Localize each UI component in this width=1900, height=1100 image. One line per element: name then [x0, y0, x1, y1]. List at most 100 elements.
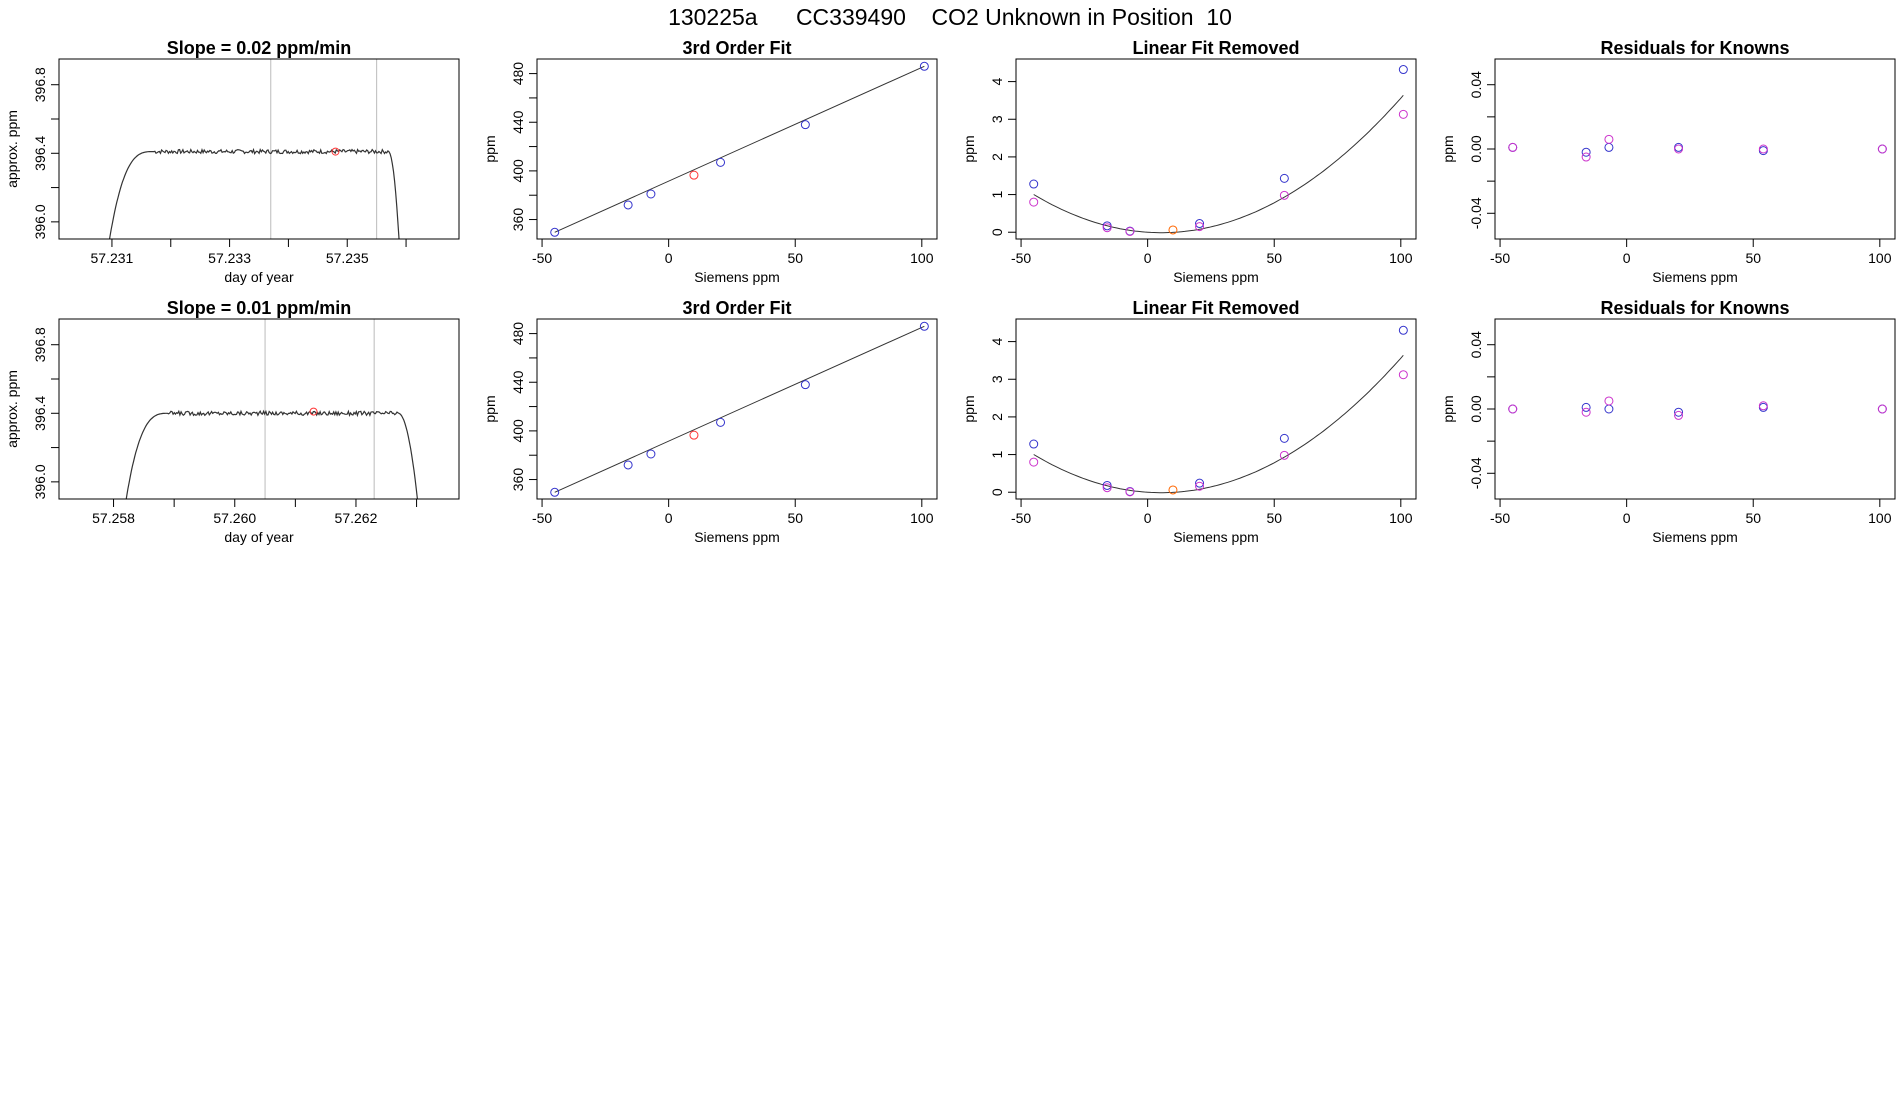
y-tick-label: 440: [510, 110, 526, 134]
y-tick-label: 396.4: [32, 136, 48, 171]
y-tick-label: 0.04: [1468, 71, 1484, 98]
known-point: [646, 189, 656, 199]
unknown-mean-marker: [309, 407, 318, 416]
y-axis-label: ppm: [482, 395, 498, 422]
fit-line: [554, 65, 925, 233]
known-point: [716, 417, 726, 427]
known-point: [623, 200, 633, 210]
y-tick-label: 0.04: [1468, 331, 1484, 358]
x-tick-label: 0: [1144, 250, 1152, 266]
plot-frame: [536, 318, 938, 500]
x-tick-label: 50: [1745, 250, 1761, 266]
known-point: [1279, 433, 1289, 443]
x-tick-label: 100: [1868, 250, 1892, 266]
y-tick-label: 0: [989, 228, 1005, 236]
y-axis-label: approx. ppm: [4, 370, 20, 448]
x-tick-label: 57.235: [326, 250, 369, 266]
x-tick-label: 0: [1144, 510, 1152, 526]
alt-point: [1758, 401, 1768, 411]
chart-r1-fit: 3rd Order Fit -50 0 50 100 360 400 440 480 Siemen…: [482, 38, 938, 285]
x-tick-label: 57.262: [335, 510, 378, 526]
plot-area: [125, 319, 419, 499]
x-tick-label: -50: [532, 510, 552, 526]
plot-area: [550, 321, 929, 497]
y-tick-label: 400: [510, 159, 526, 183]
chart-title: Linear Fit Removed: [1132, 298, 1299, 318]
y-tick-label: 396.0: [32, 464, 48, 499]
x-tick-label: 0: [1623, 510, 1631, 526]
alt-point: [1195, 222, 1205, 232]
alt-point: [1508, 142, 1518, 152]
y-tick-label: 440: [510, 370, 526, 394]
y-tick-label: 480: [510, 62, 526, 86]
alt-point: [1102, 483, 1112, 493]
unknown-point: [689, 170, 699, 180]
concentration-trace: [108, 147, 400, 239]
alt-point: [1877, 404, 1887, 414]
x-tick-label: 100: [1389, 510, 1413, 526]
x-axis-label: day of year: [224, 269, 294, 285]
y-tick-label: 2: [989, 413, 1005, 421]
y-axis-label: ppm: [482, 135, 498, 162]
plot-area: [550, 61, 929, 237]
x-tick-label: 0: [1623, 250, 1631, 266]
x-axis-label: day of year: [224, 529, 294, 545]
known-point: [1604, 142, 1614, 152]
known-point: [1102, 480, 1112, 490]
y-tick-label: 2: [989, 153, 1005, 161]
known-point: [1279, 173, 1289, 183]
chart-r1-trace: Slope = 0.02 ppm/min 57.231 57.233 57.235 39…: [4, 38, 460, 285]
x-tick-label: 50: [787, 510, 803, 526]
y-tick-label: 3: [989, 115, 1005, 123]
y-tick-label: 1: [989, 190, 1005, 198]
known-point: [550, 487, 560, 497]
plot-frame: [1015, 318, 1417, 500]
alt-point: [1398, 370, 1408, 380]
x-tick-label: 100: [910, 510, 934, 526]
x-tick-label: 50: [1745, 510, 1761, 526]
y-tick-label: 0.00: [1468, 395, 1484, 422]
chart-r1-linrm: Linear Fit Removed -50 0 50 100 0 1 2 3 4 Siemens …: [961, 38, 1417, 285]
plot-frame: [58, 58, 460, 240]
y-tick-label: 360: [510, 208, 526, 232]
y-axis-label: ppm: [1440, 135, 1456, 162]
chart-title: 3rd Order Fit: [682, 38, 791, 58]
alt-point: [1398, 109, 1408, 119]
known-point: [800, 380, 810, 390]
known-point: [623, 460, 633, 470]
x-axis-label: Siemens ppm: [1652, 269, 1738, 285]
x-tick-label: 0: [665, 510, 673, 526]
plot-area: [1029, 325, 1408, 497]
x-tick-label: -50: [532, 250, 552, 266]
y-axis-label: approx. ppm: [4, 110, 20, 188]
y-tick-label: 400: [510, 419, 526, 443]
alt-point: [1125, 487, 1135, 497]
y-axis-label: ppm: [961, 135, 977, 162]
concentration-trace: [125, 409, 419, 499]
y-tick-label: 0.00: [1468, 135, 1484, 162]
alt-point: [1674, 410, 1684, 420]
y-tick-label: -0.04: [1468, 457, 1484, 489]
figure-title: 130225a CC339490 CO2 Unknown in Position…: [668, 4, 1232, 30]
alt-point: [1279, 190, 1289, 200]
known-point: [1674, 407, 1684, 417]
y-tick-label: 0: [989, 488, 1005, 496]
plot-frame: [536, 58, 938, 240]
chart-r2-trace: Slope = 0.01 ppm/min 57.258 57.260 57.262 39…: [4, 298, 460, 545]
plot-area: [1508, 134, 1887, 162]
alt-point: [1581, 152, 1591, 162]
known-point: [1581, 147, 1591, 157]
known-point: [1604, 404, 1614, 414]
known-point: [800, 120, 810, 130]
alt-point: [1029, 197, 1039, 207]
x-tick-label: 50: [1266, 510, 1282, 526]
x-axis-label: Siemens ppm: [694, 269, 780, 285]
x-tick-label: 100: [910, 250, 934, 266]
known-point: [1195, 219, 1205, 229]
chart-title: Slope = 0.01 ppm/min: [167, 298, 352, 318]
y-tick-label: 480: [510, 322, 526, 346]
plot-area: [108, 59, 400, 239]
y-tick-label: 360: [510, 468, 526, 492]
y-axis-label: ppm: [1440, 395, 1456, 422]
